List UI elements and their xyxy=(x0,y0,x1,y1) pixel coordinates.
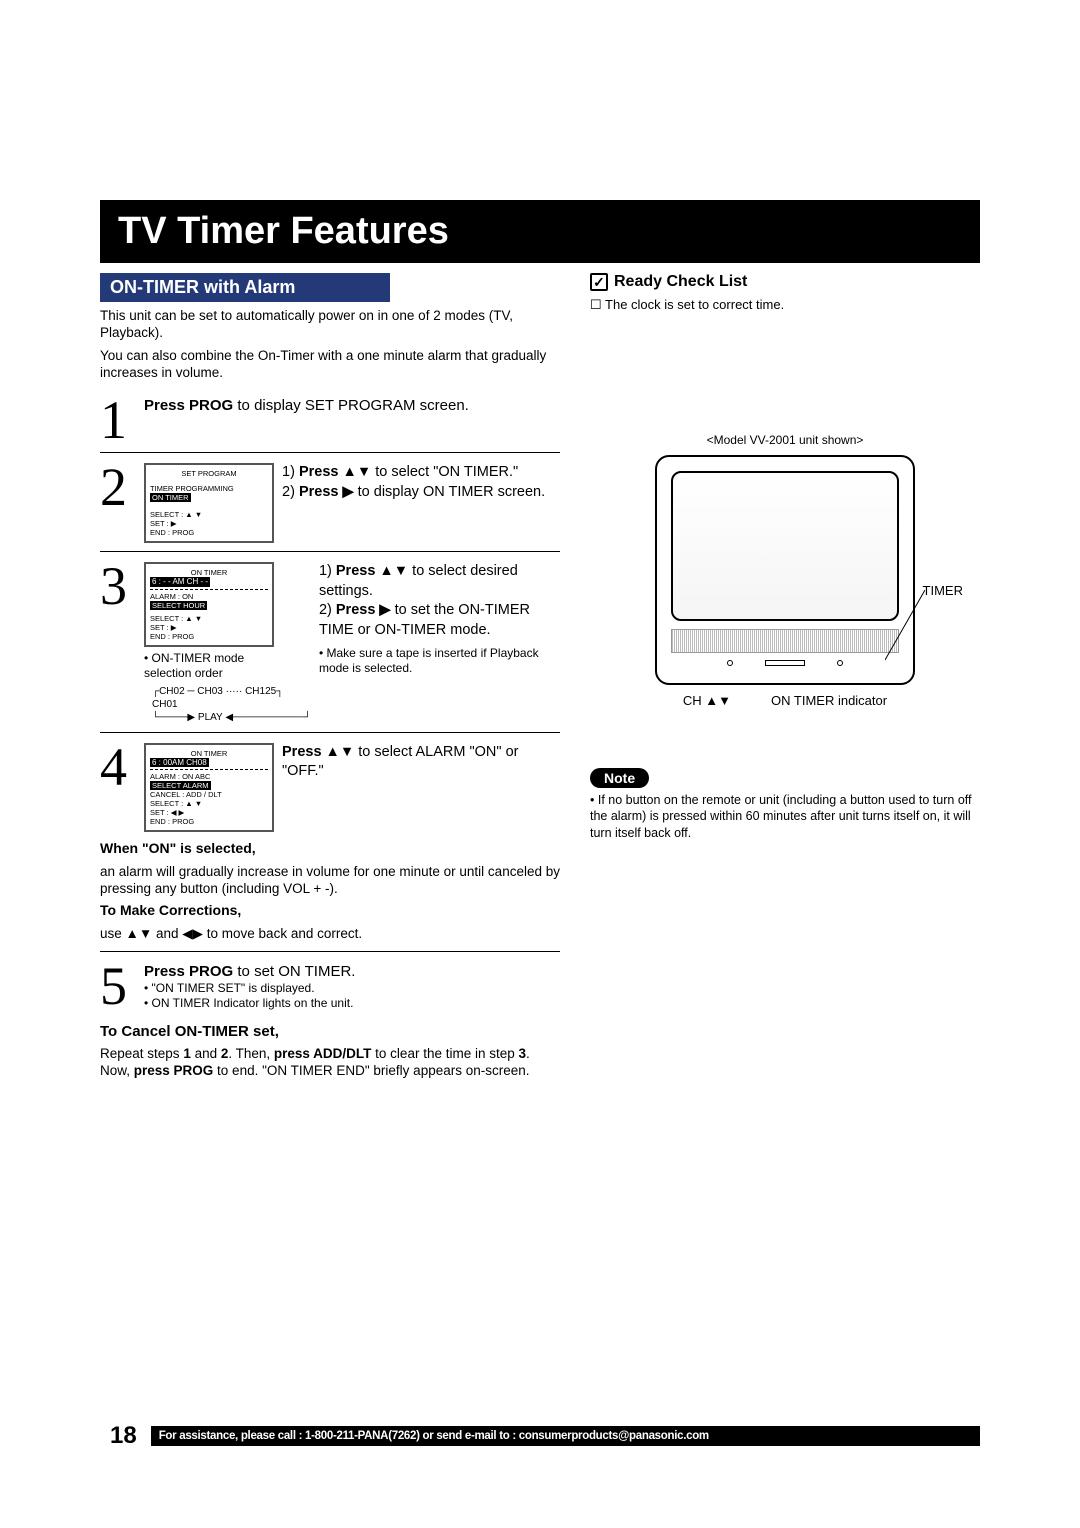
step-5: 5 Press PROG to set ON TIMER. • "ON TIME… xyxy=(100,962,560,1012)
step3-instructions: 1) Press ▲▼ to select desired settings. … xyxy=(319,562,560,724)
tv-screen-icon xyxy=(671,471,899,621)
step-2: 2 SET PROGRAM TIMER PROGRAMMING ON TIMER… xyxy=(100,463,560,543)
cancel-head: To Cancel ON-TIMER set, xyxy=(100,1023,560,1040)
note-label: Note xyxy=(590,768,649,788)
ready-check-heading: ✓ Ready Check List xyxy=(590,273,980,291)
two-column-layout: ON-TIMER with Alarm This unit can be set… xyxy=(100,273,980,1080)
on-timer-indicator-label: ON TIMER indicator xyxy=(771,693,887,708)
step-1: 1 Press PROG to display SET PROGRAM scre… xyxy=(100,396,560,445)
tv-bottom-labels: CH ▲▼ ON TIMER indicator xyxy=(590,693,980,708)
step-number: 3 xyxy=(100,562,144,611)
step4-instructions: Press ▲▼ to select ALARM "ON" or "OFF." xyxy=(282,743,560,833)
tv-speaker-icon xyxy=(671,629,899,653)
checkmark-icon: ✓ xyxy=(590,273,608,291)
timer-label: TIMER xyxy=(923,583,963,598)
section-header: ON-TIMER with Alarm xyxy=(100,273,390,302)
step-4: 4 ON TIMER 6 : 00AM CH08 ALARM : ON ABC … xyxy=(100,743,560,833)
osd-screen-2: SET PROGRAM TIMER PROGRAMMING ON TIMER S… xyxy=(144,463,274,543)
page-footer: 18 For assistance, please call : 1-800-2… xyxy=(110,1422,980,1450)
page-number: 18 xyxy=(110,1422,137,1450)
page-title: TV Timer Features xyxy=(100,200,980,263)
left-column: ON-TIMER with Alarm This unit can be set… xyxy=(100,273,560,1080)
step3-note: • Make sure a tape is inserted if Playba… xyxy=(319,646,560,676)
step1-rest: to display SET PROGRAM screen. xyxy=(233,397,469,414)
step-3: 3 ON TIMER 6 : - - AM CH - - ALARM : ON … xyxy=(100,562,560,724)
osd-screen-3: ON TIMER 6 : - - AM CH - - ALARM : ON SE… xyxy=(144,562,274,647)
osd-screen-4: ON TIMER 6 : 00AM CH08 ALARM : ON ABC SE… xyxy=(144,743,274,833)
ch-buttons-label: CH ▲▼ xyxy=(683,693,731,708)
note-body: • If no button on the remote or unit (in… xyxy=(590,792,980,841)
tv-control-panel xyxy=(671,657,899,669)
manual-page: TV Timer Features ON-TIMER with Alarm Th… xyxy=(0,0,1080,1528)
intro-text-2: You can also combine the On-Timer with a… xyxy=(100,348,560,382)
right-column: ✓ Ready Check List The clock is set to c… xyxy=(590,273,980,1080)
intro-text-1: This unit can be set to automatically po… xyxy=(100,308,560,342)
corrections-head: To Make Corrections, xyxy=(100,902,241,918)
tv-illustration xyxy=(655,455,915,685)
when-on-head: When "ON" is selected, xyxy=(100,840,256,856)
corrections-body: use ▲▼ and ◀▶ to move back and correct. xyxy=(100,926,560,943)
step-number: 5 xyxy=(100,962,144,1011)
step-number: 1 xyxy=(100,396,144,445)
assistance-bar: For assistance, please call : 1-800-211-… xyxy=(151,1426,980,1446)
step2-instructions: 1) Press ▲▼ to select "ON TIMER." 2) Pre… xyxy=(282,463,545,543)
pointer-line-icon xyxy=(885,590,925,670)
mode-selection-label: • ON-TIMER mode selection order xyxy=(144,651,274,681)
step1-bold: Press PROG xyxy=(144,397,233,414)
tv-model-caption: <Model VV-2001 unit shown> xyxy=(590,433,980,447)
channel-cycle-diagram: ┌CH02 ─ CH03 ····· CH125┐ CH01 └────▶ PL… xyxy=(152,685,311,724)
cancel-body: Repeat steps 1 and 2. Then, press ADD/DL… xyxy=(100,1046,560,1080)
when-on-body: an alarm will gradually increase in volu… xyxy=(100,864,560,898)
step-number: 2 xyxy=(100,463,144,512)
ready-check-item: The clock is set to correct time. xyxy=(590,297,980,313)
step-number: 4 xyxy=(100,743,144,792)
